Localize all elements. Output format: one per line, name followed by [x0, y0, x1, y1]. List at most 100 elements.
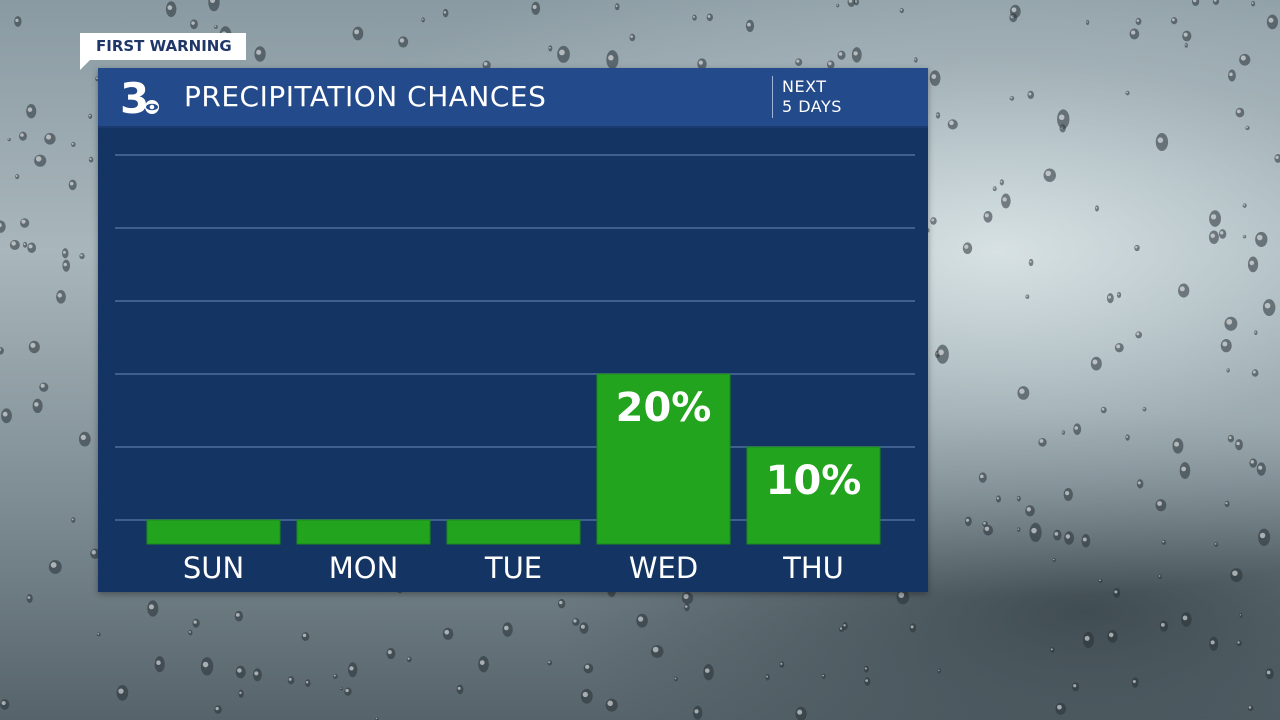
raindrop — [1255, 231, 1268, 247]
raindrop — [1224, 316, 1238, 331]
raindrop — [692, 14, 697, 21]
raindrop — [557, 598, 566, 609]
raindrop — [1158, 574, 1162, 579]
raindrop — [26, 594, 33, 603]
raindrop — [1228, 69, 1236, 82]
bar-tue — [446, 519, 581, 545]
raindrop — [421, 17, 425, 23]
raindrop — [935, 112, 941, 119]
day-label-thu: THU — [782, 551, 844, 585]
day-label-mon: MON — [329, 551, 399, 585]
raindrop — [62, 248, 69, 259]
raindrop — [22, 241, 28, 248]
raindrop — [1001, 193, 1011, 209]
raindrop — [375, 717, 379, 720]
raindrop — [1239, 53, 1251, 66]
raindrop — [1170, 17, 1178, 25]
raindrop — [1100, 406, 1107, 414]
raindrop — [929, 70, 941, 87]
raindrop — [899, 7, 904, 14]
raindrop — [9, 239, 20, 251]
raindrop — [1266, 14, 1278, 30]
raindrop — [253, 668, 262, 682]
raindrop — [0, 699, 10, 710]
raindrop — [1107, 629, 1118, 643]
raindrop — [1239, 613, 1243, 618]
raindrop — [154, 656, 165, 673]
raindrop — [1064, 531, 1075, 545]
raindrop — [1226, 368, 1230, 373]
raindrop — [26, 104, 37, 119]
forecast-range-line2: 5 DAYS — [782, 97, 842, 116]
raindrop — [1235, 439, 1243, 451]
raindrop — [1192, 0, 1200, 6]
raindrop — [983, 210, 993, 223]
channel-3-logo: 3 — [120, 74, 159, 121]
raindrop — [192, 618, 200, 628]
raindrop — [406, 656, 412, 663]
data-label-thu: 10% — [766, 458, 862, 504]
raindrop — [190, 19, 198, 30]
raindrop — [238, 689, 244, 698]
raindrop — [983, 524, 994, 536]
raindrop — [1230, 568, 1243, 583]
raindrop — [1055, 702, 1067, 715]
raindrop — [78, 431, 91, 447]
raindrop — [1181, 612, 1192, 627]
raindrop — [1098, 578, 1103, 583]
raindrop — [1009, 96, 1015, 101]
raindrop — [531, 1, 541, 15]
raindrop — [208, 0, 220, 12]
raindrop — [1063, 488, 1073, 502]
raindrop — [88, 156, 94, 163]
raindrop — [706, 13, 713, 22]
raindrop — [28, 340, 40, 354]
raindrop — [1218, 229, 1227, 239]
raindrop — [27, 242, 37, 254]
raindrop — [1182, 30, 1192, 42]
raindrop — [693, 705, 703, 720]
raindrop — [1161, 539, 1167, 545]
raindrop — [1090, 356, 1102, 371]
raindrop — [1242, 203, 1247, 208]
raindrop — [1050, 647, 1055, 653]
raindrop — [909, 623, 917, 633]
raindrop — [606, 50, 619, 70]
raindrop — [1043, 168, 1056, 183]
raindrop — [684, 603, 690, 612]
raindrop — [1242, 234, 1247, 239]
day-label-sun: SUN — [183, 551, 244, 585]
raindrop — [20, 218, 30, 228]
raindrop — [1235, 107, 1245, 118]
raindrop — [1009, 4, 1021, 19]
raindrop — [1057, 109, 1070, 129]
raindrop — [614, 3, 620, 11]
raindrop — [71, 142, 76, 148]
raindrop — [213, 24, 218, 29]
raindrop — [1113, 587, 1121, 598]
raindrop — [1017, 386, 1030, 400]
raindrop — [863, 665, 869, 673]
raindrop — [48, 560, 62, 574]
raindrop — [1131, 677, 1139, 688]
raindrop — [344, 687, 352, 696]
raindrop — [1155, 133, 1169, 152]
raindrop — [1262, 299, 1276, 316]
raindrop — [88, 113, 93, 119]
raindrop — [1135, 17, 1142, 26]
raindrop — [1159, 620, 1169, 632]
raindrop — [1017, 527, 1021, 532]
raindrop — [992, 186, 997, 192]
raindrop — [1274, 153, 1280, 163]
raindrop — [795, 58, 803, 66]
raindrop — [1212, 0, 1220, 5]
raindrop — [864, 677, 871, 686]
raindrop — [1254, 330, 1258, 336]
raindrop — [1094, 205, 1100, 212]
raindrop — [995, 495, 1002, 503]
raindrop — [339, 686, 343, 691]
raindrop — [1256, 462, 1266, 476]
raindrop — [254, 46, 266, 62]
raindrop — [456, 684, 464, 695]
raindrop — [1073, 423, 1082, 436]
